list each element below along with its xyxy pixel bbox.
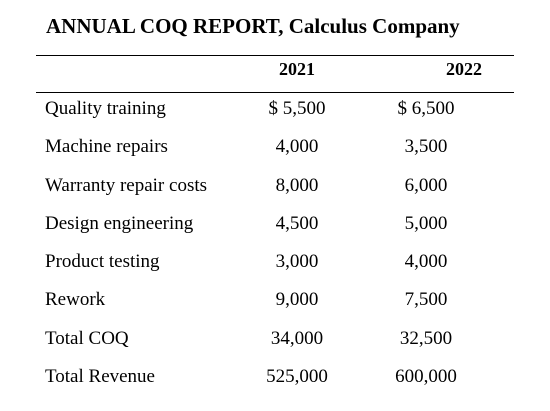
table-row: Machine repairs 4,000 3,500 — [0, 130, 550, 168]
header-bottom-rule — [36, 92, 514, 93]
value-2022: 5,000 — [404, 212, 448, 234]
column-header-2022: 2022 — [446, 59, 482, 79]
row-label: Machine repairs — [45, 136, 168, 158]
row-label: Total COQ — [45, 327, 129, 349]
value-2022: 6,000 — [404, 174, 448, 196]
value-2022: 600,000 — [395, 366, 457, 388]
value-2021: 8,000 — [275, 174, 319, 196]
value-2022: 3,500 — [404, 136, 448, 158]
value-2021: $ 5,500 — [268, 98, 326, 119]
table-row: Design engineering 4,500 5,000 — [0, 207, 550, 245]
table-row: Warranty repair costs 8,000 6,000 — [0, 169, 550, 207]
report-title: ANNUAL COQ REPORT, Calculus Company — [46, 14, 460, 38]
table-row: Product testing 3,000 4,000 — [0, 245, 550, 283]
value-2022: 32,500 — [399, 327, 453, 349]
row-label: Product testing — [45, 251, 160, 273]
value-2022: 7,500 — [404, 289, 448, 311]
table-row: Rework 9,000 7,500 — [0, 283, 550, 321]
header-top-rule — [36, 55, 514, 56]
value-2021: 34,000 — [270, 327, 324, 349]
value-2021: 4,500 — [275, 212, 319, 234]
row-label: Quality training — [45, 98, 166, 119]
row-label: Rework — [45, 289, 106, 311]
table-row: Quality training $ 5,500 $ 6,500 — [0, 92, 550, 130]
row-label: Total Revenue — [45, 366, 155, 388]
column-header-2021: 2021 — [279, 59, 315, 79]
value-2021: 3,000 — [275, 251, 319, 273]
table-row: Total Revenue 525,000 600,000 — [0, 360, 550, 398]
row-label: Warranty repair costs — [45, 174, 208, 196]
table-row: Total COQ 34,000 32,500 — [0, 322, 550, 360]
value-2022: $ 6,500 — [397, 98, 455, 119]
value-2022: 4,000 — [404, 251, 448, 273]
row-label: Design engineering — [45, 212, 194, 234]
value-2021: 9,000 — [275, 289, 319, 311]
value-2021: 4,000 — [275, 136, 319, 158]
report-rows: Quality training $ 5,500 $ 6,500 Machine… — [0, 92, 550, 398]
value-2021: 525,000 — [266, 366, 328, 388]
